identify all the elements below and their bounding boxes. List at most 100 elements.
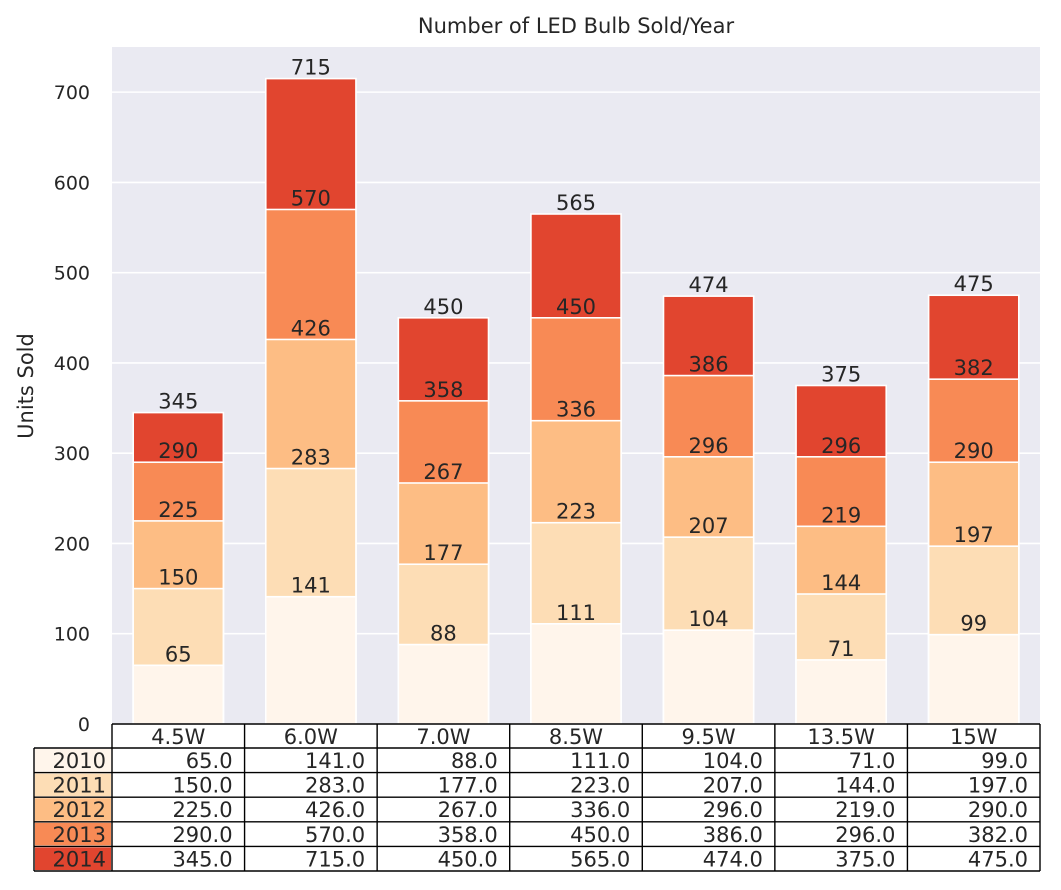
table-row-swatch xyxy=(35,798,111,821)
table-cell: 565.0 xyxy=(570,847,630,871)
table-cell: 223.0 xyxy=(570,774,630,798)
y-tick-label: 0 xyxy=(78,714,90,736)
table-cell: 104.0 xyxy=(703,749,763,773)
table-cell: 88.0 xyxy=(451,749,498,773)
table-column-header: 6.0W xyxy=(284,725,338,749)
bar-value-label: 225 xyxy=(158,498,198,522)
bar-value-label: 386 xyxy=(689,353,729,377)
bar-value-label: 267 xyxy=(423,460,463,484)
table-row-label: 2010 xyxy=(53,749,106,773)
bar-2010-13.5W xyxy=(795,659,888,725)
table-cell: 426.0 xyxy=(305,798,365,822)
bar-value-label: 296 xyxy=(821,434,861,458)
bar-value-label: 71 xyxy=(828,637,855,661)
bar-value-label: 358 xyxy=(423,378,463,402)
table-cell: 99.0 xyxy=(981,749,1028,773)
bar-value-label: 450 xyxy=(423,295,463,319)
table-cell: 296.0 xyxy=(835,823,895,847)
table-cell: 715.0 xyxy=(305,847,365,871)
table-cell: 450.0 xyxy=(570,823,630,847)
table-cell: 141.0 xyxy=(305,749,365,773)
table-cell: 570.0 xyxy=(305,823,365,847)
table-cell: 345.0 xyxy=(172,847,232,871)
bar-value-label: 65 xyxy=(165,642,192,666)
bar-value-label: 375 xyxy=(821,363,861,387)
y-tick-label: 500 xyxy=(54,263,90,285)
table-row-label: 2011 xyxy=(53,774,106,798)
bar-value-label: 290 xyxy=(954,439,994,463)
table-cell: 474.0 xyxy=(703,847,763,871)
table-row-label: 2014 xyxy=(53,847,106,871)
table-cell: 225.0 xyxy=(172,798,232,822)
bar-value-label: 141 xyxy=(291,574,331,598)
bar-value-label: 474 xyxy=(689,273,729,297)
bar-2010-7.0W xyxy=(397,643,490,725)
bar-value-label: 111 xyxy=(556,601,596,625)
y-axis-tick-labels: 0 100 200 300 400 500 600 700 xyxy=(54,82,90,736)
table-cell: 111.0 xyxy=(570,749,630,773)
table-column-header: 13.5W xyxy=(807,725,875,749)
table-row-label: 2013 xyxy=(53,823,106,847)
table-column-header: 7.0W xyxy=(416,725,470,749)
y-tick-label: 100 xyxy=(54,624,90,646)
table-cell: 386.0 xyxy=(703,823,763,847)
table-cell: 450.0 xyxy=(438,847,498,871)
table-column-header: 9.5W xyxy=(681,725,735,749)
bar-value-label: 104 xyxy=(689,607,729,631)
bar-value-label: 99 xyxy=(960,612,987,636)
bar-2010-4.5W xyxy=(132,664,225,725)
bar-value-label: 207 xyxy=(689,514,729,538)
table-cell: 219.0 xyxy=(835,798,895,822)
table-cell: 283.0 xyxy=(305,774,365,798)
bar-value-label: 197 xyxy=(954,523,994,547)
bar-value-label: 223 xyxy=(556,500,596,524)
bar-value-label: 283 xyxy=(291,446,331,470)
bar-2010-9.5W xyxy=(662,629,755,725)
bar-value-label: 345 xyxy=(158,390,198,414)
table-cell: 475.0 xyxy=(968,847,1028,871)
table-cell: 375.0 xyxy=(835,847,895,871)
table-row-swatch xyxy=(35,749,111,772)
chart-title: Number of LED Bulb Sold/Year xyxy=(418,14,735,38)
data-table: 4.5W 6.0W 7.0W 8.5W 9.5W 13.5W 15W 2010 65.0 141.… xyxy=(33,723,1041,872)
table-cell: 296.0 xyxy=(703,798,763,822)
table-cell: 267.0 xyxy=(438,798,498,822)
bar-value-label: 715 xyxy=(291,56,331,80)
table-cell: 65.0 xyxy=(186,749,233,773)
table-cell: 358.0 xyxy=(438,823,498,847)
bar-2010-15W xyxy=(927,633,1020,725)
table-cell: 197.0 xyxy=(968,774,1028,798)
bar-value-label: 426 xyxy=(291,316,331,340)
bar-value-label: 290 xyxy=(158,439,198,463)
table-row-label: 2012 xyxy=(53,798,106,822)
table-cell: 290.0 xyxy=(172,823,232,847)
bar-2010-6.0W xyxy=(264,595,357,725)
table-row-swatch xyxy=(35,847,111,870)
y-tick-label: 200 xyxy=(54,533,90,555)
table-cell: 150.0 xyxy=(172,774,232,798)
bar-value-label: 382 xyxy=(954,356,994,380)
bar-value-label: 150 xyxy=(158,566,198,590)
table-column-header: 8.5W xyxy=(549,725,603,749)
table-column-header: 4.5W xyxy=(151,725,205,749)
bar-value-label: 219 xyxy=(821,503,861,527)
bar-value-label: 177 xyxy=(423,541,463,565)
table-cell: 71.0 xyxy=(849,749,896,773)
bar-value-label: 336 xyxy=(556,398,596,422)
table-column-header: 15W xyxy=(950,725,998,749)
bar-value-label: 565 xyxy=(556,191,596,215)
y-tick-label: 600 xyxy=(54,172,90,194)
bar-value-label: 88 xyxy=(430,622,457,646)
table-cell: 336.0 xyxy=(570,798,630,822)
bar-value-label: 475 xyxy=(954,272,994,296)
table-row-swatch xyxy=(35,773,111,797)
table-cell: 382.0 xyxy=(968,823,1028,847)
y-axis-label: Units Sold xyxy=(14,333,38,439)
y-tick-label: 700 xyxy=(54,82,90,104)
table-cell: 144.0 xyxy=(835,774,895,798)
table-row-swatch xyxy=(35,822,111,846)
bar-value-label: 450 xyxy=(556,295,596,319)
bar-2010-8.5W xyxy=(530,623,622,725)
bars: 65 141 88 111 104 71 99 150 283 177 223 207 144 197 22… xyxy=(132,56,1020,725)
